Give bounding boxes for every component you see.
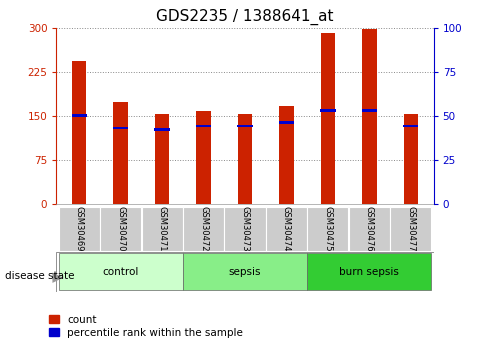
Text: GSM30469: GSM30469 (74, 206, 84, 251)
Bar (404, 115, 418, 204)
Text: GSM30473: GSM30473 (241, 206, 249, 252)
Text: GSM30475: GSM30475 (323, 206, 332, 251)
Text: GSM30472: GSM30472 (199, 206, 208, 251)
Bar (154, 128, 170, 131)
FancyBboxPatch shape (183, 207, 224, 251)
Text: GSM30474: GSM30474 (282, 206, 291, 251)
FancyBboxPatch shape (266, 207, 307, 251)
FancyBboxPatch shape (142, 207, 183, 251)
Bar (279, 106, 294, 204)
FancyBboxPatch shape (224, 207, 266, 251)
Bar (155, 115, 170, 204)
Bar (320, 33, 335, 204)
FancyBboxPatch shape (307, 207, 348, 251)
Bar (403, 125, 418, 127)
FancyBboxPatch shape (391, 207, 431, 251)
Bar (72, 61, 86, 204)
Legend: count, percentile rank within the sample: count, percentile rank within the sample (49, 315, 243, 338)
FancyBboxPatch shape (349, 207, 390, 251)
Bar (237, 125, 253, 127)
Text: GSM30471: GSM30471 (158, 206, 167, 251)
Polygon shape (52, 273, 63, 283)
Bar (279, 121, 294, 124)
Text: GSM30477: GSM30477 (406, 206, 416, 252)
Bar (113, 127, 128, 129)
Text: GSM30476: GSM30476 (365, 206, 374, 252)
Bar (362, 29, 377, 204)
Text: control: control (102, 267, 139, 277)
FancyBboxPatch shape (59, 207, 99, 251)
FancyBboxPatch shape (183, 254, 307, 290)
Text: sepsis: sepsis (229, 267, 261, 277)
FancyBboxPatch shape (307, 254, 431, 290)
Bar (196, 125, 211, 127)
Bar (362, 109, 377, 112)
Bar (113, 102, 128, 204)
Text: GDS2235 / 1388641_at: GDS2235 / 1388641_at (156, 9, 334, 25)
FancyBboxPatch shape (100, 207, 141, 251)
Bar (238, 114, 252, 204)
Text: GSM30470: GSM30470 (116, 206, 125, 251)
Bar (72, 114, 87, 117)
Bar (196, 111, 211, 204)
Bar (320, 109, 336, 112)
Text: disease state: disease state (5, 271, 74, 281)
Text: burn sepsis: burn sepsis (340, 267, 399, 277)
FancyBboxPatch shape (59, 254, 183, 290)
